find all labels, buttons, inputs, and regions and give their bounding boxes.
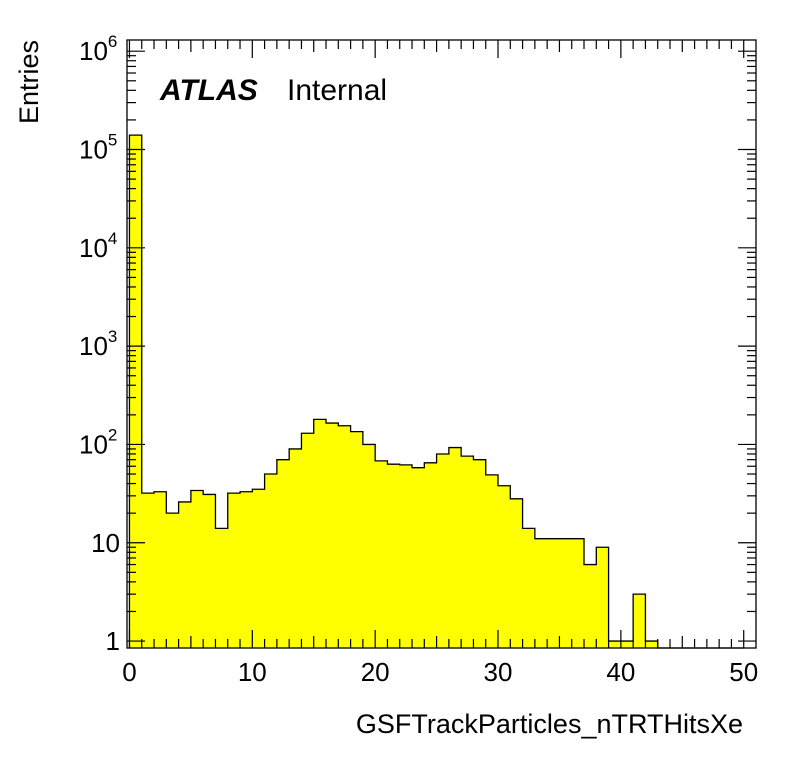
histogram-bar [350, 431, 364, 648]
histogram-bar [584, 564, 597, 648]
y-axis-title: Entries [14, 40, 44, 124]
histogram-bars [129, 135, 659, 649]
x-tick-label: 0 [122, 657, 136, 687]
histogram-bar [412, 467, 425, 648]
histogram-bar [129, 135, 143, 649]
histogram-bar [399, 464, 413, 648]
plot-frame [126, 39, 757, 649]
x-tick-label: 50 [729, 657, 758, 687]
histogram-bar [166, 513, 179, 648]
histogram-bar [485, 474, 499, 648]
y-tick-label: 102 [79, 425, 117, 459]
histogram-bar [596, 547, 609, 648]
histogram-bar [203, 494, 216, 648]
histogram-bar [326, 423, 339, 648]
y-tick-label: 106 [79, 32, 117, 66]
histogram-bar [448, 447, 462, 648]
histogram-bar [252, 489, 265, 648]
histogram-bar [547, 538, 560, 648]
x-tick-labels: 0 10 20 30 40 50 [122, 657, 758, 687]
histogram-bar [338, 425, 351, 648]
histogram-bar [608, 641, 622, 648]
histogram-bar [522, 528, 536, 648]
histogram-bar [645, 641, 659, 648]
atlas-label: ATLAS [159, 74, 258, 107]
histogram-outline [128, 134, 744, 649]
histogram-bar [498, 485, 511, 648]
histogram-bar [264, 474, 278, 648]
histogram-bar [375, 460, 388, 648]
histogram-bar [424, 462, 437, 648]
y-tick-label: 104 [79, 229, 117, 263]
status-label: Internal [287, 74, 387, 107]
histogram-bar [313, 419, 327, 648]
y-tick-label: 10 [91, 528, 120, 558]
histogram-bar [633, 594, 646, 648]
y-tick-label: 105 [79, 131, 117, 165]
x-tick-label: 10 [238, 657, 267, 687]
axis-ticks [127, 40, 756, 648]
histogram-bar [571, 538, 585, 648]
x-axis-title: GSFTrackParticles_nTRTHitsXe [356, 709, 743, 739]
histogram-bar [154, 491, 167, 648]
y-tick-labels: 1 10 102 103 104 105 106 [79, 32, 120, 656]
histogram-bar [289, 448, 302, 648]
histogram-bar [240, 491, 253, 648]
x-tick-label: 40 [606, 657, 635, 687]
histogram-bar [190, 490, 204, 648]
histogram-bar [461, 456, 474, 648]
histogram-bar [141, 493, 155, 648]
y-tick-label: 1 [106, 626, 120, 656]
histogram-bar [387, 464, 401, 648]
histogram-bar [178, 501, 192, 648]
x-tick-label: 20 [361, 657, 390, 687]
histogram-bar [276, 459, 290, 648]
histogram-bar [436, 453, 450, 648]
histogram-bar [215, 528, 229, 648]
x-tick-label: 30 [484, 657, 513, 687]
histogram-bar [362, 444, 376, 648]
histogram-bar [559, 538, 573, 648]
histogram-bar [534, 538, 548, 648]
histogram-bar [227, 493, 241, 648]
y-tick-label: 103 [79, 327, 117, 361]
histogram-bar [620, 641, 634, 648]
histogram-bar [473, 459, 487, 648]
histogram-bar [301, 433, 315, 648]
histogram-bar [510, 498, 523, 648]
